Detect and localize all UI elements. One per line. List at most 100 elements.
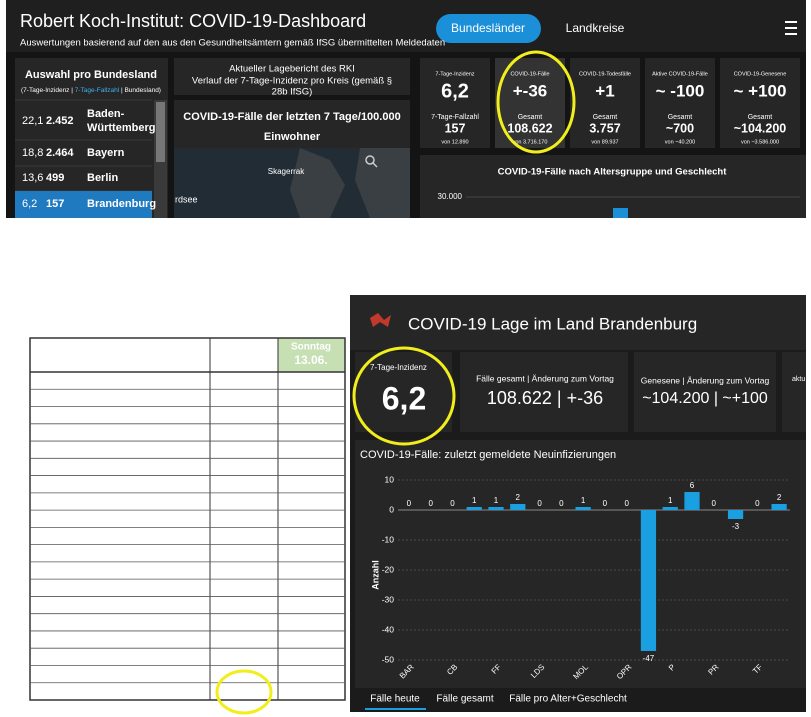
incidence-cell: 9,8 [302,441,320,456]
bar [575,507,591,510]
content: Robert Koch-Institut: COVID-19-Dashboard… [20,11,805,710]
map-title: Einwohner [264,131,321,143]
header-cell: Landkreis / [88,340,152,354]
incidence-cell: 3,0 [302,562,320,577]
incidence-cell: 4,9 [235,372,253,387]
data-label: 0 [450,499,455,508]
incidence-cell: 6,6 [235,683,253,698]
age-chart-panel [420,155,806,218]
x-tick-label: P [667,663,677,673]
incidence-cell: 4,2 [235,389,253,404]
tab[interactable]: Bundesländer [451,21,525,35]
card-sub-value: 3.757 [589,121,620,135]
district-name: Teltow-Fläming [36,648,130,663]
state-incidence: 13,6 [22,172,43,184]
state-name[interactable]: Bayern [87,147,125,159]
state-cases: 2.464 [46,147,74,159]
incidence-cell: 8,5 [302,510,320,525]
district-name: Oder-Spree [36,545,107,560]
bar [771,504,787,510]
incidence-cell: 7,5 [235,510,253,525]
incidence-cell: 0,0 [235,614,253,629]
district-name: Havelland [36,476,97,491]
scrollbar-thumb[interactable] [156,102,165,162]
state-cases: 499 [46,172,64,184]
card-label: Aktive COVID-19-Fälle [652,71,708,77]
data-label: 6 [690,481,695,490]
district-name: Oberhavel [36,510,100,525]
state-name[interactable]: Berlin [87,172,118,184]
bb-chart-panel [355,440,806,688]
age-chart-title: COVID-19-Fälle nach Altersgruppe und Ges… [498,167,728,178]
legend-part: 7-Tage-Fallzahl [75,87,120,94]
y-tick-label: -20 [382,564,395,574]
card-value: +-36 [513,81,548,100]
bb-card-value: ~104.200 | ~+100 [642,390,768,407]
legend-part: (7-Tage-Inzidenz | [21,87,75,94]
state-name[interactable]: Württemberg [87,122,155,134]
district-name: Cottbus [36,407,85,422]
state-name[interactable]: Brandenburg [87,198,156,210]
bb-tab[interactable]: Fälle pro Alter+Geschlecht [509,694,627,705]
bar [640,510,657,651]
age-bar [613,208,628,218]
card-value: +1 [595,81,614,100]
data-label: 0 [603,499,608,508]
state-incidence: 18,8 [22,147,43,159]
header-cell: Sonntag [291,342,331,353]
y-axis-label: Anzahl [370,560,380,590]
bb-card-value: 6,2 [382,380,426,416]
incidence-cell: 11,9 [232,527,257,542]
card-sub-note: von ~3.586.000 [741,139,779,145]
bb-logo [370,313,391,327]
incidence-cell: 4,2 [302,596,320,611]
card-label: 7-Tage-Inzidenz [435,71,474,77]
report-panel [174,58,410,95]
menu-icon[interactable] [785,21,797,35]
tab[interactable]: Landkreise [566,21,625,35]
bb-tab[interactable]: Fälle heute [370,694,420,705]
card-value: ~ -100 [656,81,705,100]
bb-tab[interactable]: Fälle gesamt [436,694,493,705]
incidence-cell: 2,8 [302,579,320,594]
y-tick-label: -50 [382,654,395,664]
card-label: COVID-19-Genesene [734,71,787,77]
incidence-cell: 14,0 [231,407,256,422]
card-sub-value: ~700 [666,121,694,135]
bb-header [350,295,806,350]
table-columns [30,338,345,700]
report-subtitle: 28b IfSG) [272,87,313,98]
incidence-cell: 7,0 [235,424,253,439]
district-name: Potsdam-Mittelmark [36,596,161,611]
district-name: Brandenburg gesamt [36,683,167,698]
map-land [355,148,410,218]
y-tick-label: -30 [382,594,395,604]
incidence-cell: 2,8 [302,389,320,404]
y-tick-label: -10 [382,534,395,544]
card-value: ~ +100 [734,81,787,100]
card-sub-value: 108.622 [507,121,552,135]
bar [684,492,700,510]
bar [466,507,482,510]
card-sub-label: Gesamt [668,114,693,121]
state-name[interactable]: Baden- [87,108,125,120]
district-name: Potsdam [36,579,91,594]
y-tick-label: 0 [389,504,394,514]
data-label: 1 [581,496,586,505]
card-value: 6,2 [441,80,469,102]
incidence-cell: 13,2 [298,631,323,646]
state-cases: 157 [46,198,64,210]
bb-card-label: aktu [792,376,805,383]
data-label: 0 [712,499,717,508]
legend-part: | Bundesland) [119,87,161,94]
bb-tab-bar [355,690,806,712]
incidence-cell: 16,1 [298,407,323,422]
incidence-cell: 5,0 [235,545,253,560]
rki-header [6,0,806,52]
incidence-cell: 3,7 [235,596,253,611]
card-sub-note: von 89.937 [591,139,618,145]
search-icon[interactable] [365,155,378,168]
header-cell: 14.06. [227,354,260,368]
panel-title: Auswahl pro Bundesland [25,69,157,81]
